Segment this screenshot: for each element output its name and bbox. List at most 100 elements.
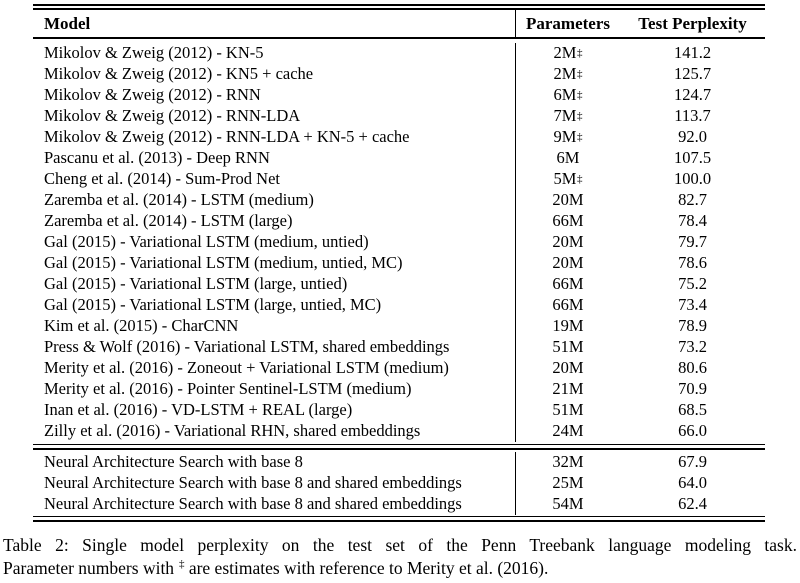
parameters-cell: 66M	[515, 273, 620, 295]
parameters-value: 19M	[552, 316, 584, 335]
parameters-value: 25M	[552, 473, 584, 492]
parameters-value: 5M	[553, 169, 577, 188]
parameters-cell: 9M ‡	[515, 126, 620, 148]
nas-result-row: Neural Architecture Search with base 8 32…	[33, 451, 765, 473]
parameters-value: 20M	[552, 232, 584, 251]
parameters-value: 51M	[552, 337, 584, 356]
parameters-cell: 25M	[515, 472, 620, 494]
parameters-cell: 2M ‡	[515, 42, 620, 64]
double-dagger-symbol: ‡	[178, 558, 185, 571]
results-table: Model Parameters Test Perplexity Mikolov…	[33, 4, 765, 522]
parameters-value: 54M	[552, 494, 584, 513]
parameters-cell: 20M	[515, 231, 620, 253]
parameters-cell: 66M	[515, 210, 620, 232]
test-perplexity-cell: 107.5	[673, 148, 712, 167]
baseline-result-row: Merity et al. (2016) - Zoneout + Variati…	[33, 357, 765, 379]
table-bottom-rule-thick	[33, 519, 765, 522]
model-cell: Merity et al. (2016) - Pointer Sentinel-…	[44, 379, 412, 398]
parameters-cell: 19M	[515, 315, 620, 337]
baseline-result-row: Gal (2015) - Variational LSTM (large, un…	[33, 273, 765, 295]
parameters-value: 20M	[552, 358, 584, 377]
parameters-value: 2M	[553, 43, 577, 62]
test-perplexity-cell: 78.6	[678, 253, 707, 272]
header-bottom-rule	[33, 37, 765, 39]
model-cell: Mikolov & Zweig (2012) - RNN	[44, 85, 261, 104]
parameters-cell: 32M	[515, 451, 620, 473]
test-perplexity-cell: 62.4	[678, 494, 707, 513]
baseline-result-row: Press & Wolf (2016) - Variational LSTM, …	[33, 336, 765, 358]
baseline-result-row: Merity et al. (2016) - Pointer Sentinel-…	[33, 378, 765, 400]
test-perplexity-cell: 124.7	[673, 85, 712, 104]
baseline-result-row: Cheng et al. (2014) - Sum-Prod Net 5M ‡ 100…	[33, 168, 765, 190]
parameters-value: 66M	[552, 211, 584, 230]
baseline-result-row: Zaremba et al. (2014) - LSTM (large) 66M 7…	[33, 210, 765, 232]
table-top-rule-thick	[33, 8, 765, 10]
baseline-result-row: Mikolov & Zweig (2012) - KN5 + cache 2M ‡ 1…	[33, 63, 765, 85]
table-nas-section: Neural Architecture Search with base 8 32…	[33, 450, 765, 516]
caption-line-2-text: Parameter numbers with	[3, 558, 179, 578]
section-separator-rule-thin	[33, 443, 765, 445]
test-perplexity-cell: 141.2	[673, 43, 712, 62]
test-perplexity-cell: 70.9	[678, 379, 707, 398]
test-perplexity-cell: 73.4	[678, 295, 707, 314]
parameters-cell: 21M	[515, 378, 620, 400]
test-perplexity-cell: 73.2	[678, 337, 707, 356]
baseline-result-row: Zaremba et al. (2014) - LSTM (medium) 20M…	[33, 189, 765, 211]
caption-line-1: Table 2: Single model perplexity on the …	[3, 535, 797, 555]
baseline-result-row: Mikolov & Zweig (2012) - RNN 6M ‡ 124.7	[33, 84, 765, 106]
parameters-value: 6M	[556, 148, 580, 167]
test-perplexity-cell: 113.7	[674, 106, 711, 125]
parameters-cell: 20M	[515, 357, 620, 379]
test-perplexity-cell: 125.7	[673, 64, 712, 83]
model-cell: Neural Architecture Search with base 8 a…	[44, 494, 462, 513]
baseline-result-row: Inan et al. (2016) - VD-LSTM + REAL (lar…	[33, 399, 765, 421]
test-perplexity-cell: 66.0	[678, 421, 707, 440]
nas-result-row: Neural Architecture Search with base 8 a…	[33, 472, 765, 494]
caption-line-2-text-after: are estimates with reference to Merity e…	[184, 558, 549, 578]
table-caption: Table 2: Single model perplexity on the …	[3, 534, 797, 580]
model-cell: Zilly et al. (2016) - Variational RHN, s…	[44, 421, 421, 440]
model-cell: Press & Wolf (2016) - Variational LSTM, …	[44, 337, 450, 356]
baseline-result-row: Gal (2015) - Variational LSTM (medium, u…	[33, 231, 765, 253]
table-bottom-rule-thin	[33, 515, 765, 517]
model-cell: Cheng et al. (2014) - Sum-Prod Net	[44, 169, 281, 188]
baseline-result-row: Gal (2015) - Variational LSTM (large, un…	[33, 294, 765, 316]
parameters-value: 9M	[553, 127, 577, 146]
parameters-value: 66M	[552, 295, 584, 314]
table-top-rule-thin	[33, 4, 765, 6]
model-cell: Gal (2015) - Variational LSTM (large, un…	[44, 295, 382, 314]
parameters-value: 32M	[552, 452, 584, 471]
parameters-value: 20M	[552, 190, 584, 209]
parameters-value: 7M	[553, 106, 577, 125]
parameters-value: 2M	[553, 64, 577, 83]
baseline-result-row: Kim et al. (2015) - CharCNN 19M 78.9	[33, 315, 765, 337]
model-cell: Mikolov & Zweig (2012) - RNN-LDA + KN-5 …	[44, 127, 410, 146]
test-perplexity-cell: 78.4	[678, 211, 707, 230]
parameters-cell: 6M ‡	[515, 84, 620, 106]
test-perplexity-cell: 82.7	[678, 190, 707, 209]
parameters-cell: 51M	[515, 336, 620, 358]
model-cell: Mikolov & Zweig (2012) - RNN-LDA	[44, 106, 301, 125]
table-header-row: Model Parameters Test Perplexity	[33, 10, 765, 37]
test-perplexity-cell: 75.2	[678, 274, 707, 293]
parameters-cell: 24M	[515, 420, 620, 442]
test-perplexity-cell: 68.5	[678, 400, 707, 419]
model-cell: Gal (2015) - Variational LSTM (large, un…	[44, 274, 348, 293]
parameters-cell: 20M	[515, 189, 620, 211]
column-header-parameters: Parameters	[515, 10, 620, 37]
parameters-cell: 66M	[515, 294, 620, 316]
column-header-perplexity: Test Perplexity	[638, 13, 747, 33]
caption-line-2: Parameter numbers with ‡ are estimates w…	[3, 557, 797, 580]
baseline-result-row: Zilly et al. (2016) - Variational RHN, s…	[33, 420, 765, 442]
test-perplexity-cell: 92.0	[678, 127, 707, 146]
parameters-cell: 5M ‡	[515, 168, 620, 190]
parameters-cell: 6M	[515, 147, 620, 169]
parameters-value: 66M	[552, 274, 584, 293]
model-cell: Inan et al. (2016) - VD-LSTM + REAL (lar…	[44, 400, 353, 419]
model-cell: Mikolov & Zweig (2012) - KN5 + cache	[44, 64, 314, 83]
model-cell: Zaremba et al. (2014) - LSTM (medium)	[44, 190, 314, 209]
parameters-value: 24M	[552, 421, 584, 440]
model-cell: Gal (2015) - Variational LSTM (medium, u…	[44, 253, 403, 272]
parameters-value: 21M	[552, 379, 584, 398]
nas-result-row: Neural Architecture Search with base 8 a…	[33, 493, 765, 515]
